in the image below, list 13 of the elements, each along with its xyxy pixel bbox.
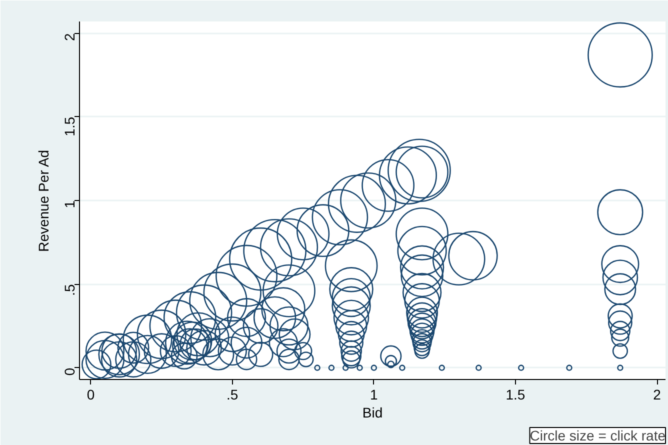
x-tick-label: 2: [653, 386, 662, 402]
x-axis-title: Bid: [362, 404, 383, 420]
y-tick-label: 2: [62, 32, 78, 41]
y-tick-label: 1.5: [62, 116, 78, 136]
x-tick-label: .5: [226, 386, 238, 402]
x-tick-label: 1: [370, 386, 378, 402]
x-tick-label: 0: [86, 386, 95, 402]
y-tick-label: 1: [62, 200, 78, 208]
text: Circle size = click rate: [530, 428, 666, 444]
y-axis-title: Revenue Per Ad: [36, 150, 52, 252]
y-tick-label: 0: [62, 368, 78, 376]
x-tick-label: 1.5: [506, 386, 526, 402]
y-tick-label: .5: [62, 284, 78, 296]
